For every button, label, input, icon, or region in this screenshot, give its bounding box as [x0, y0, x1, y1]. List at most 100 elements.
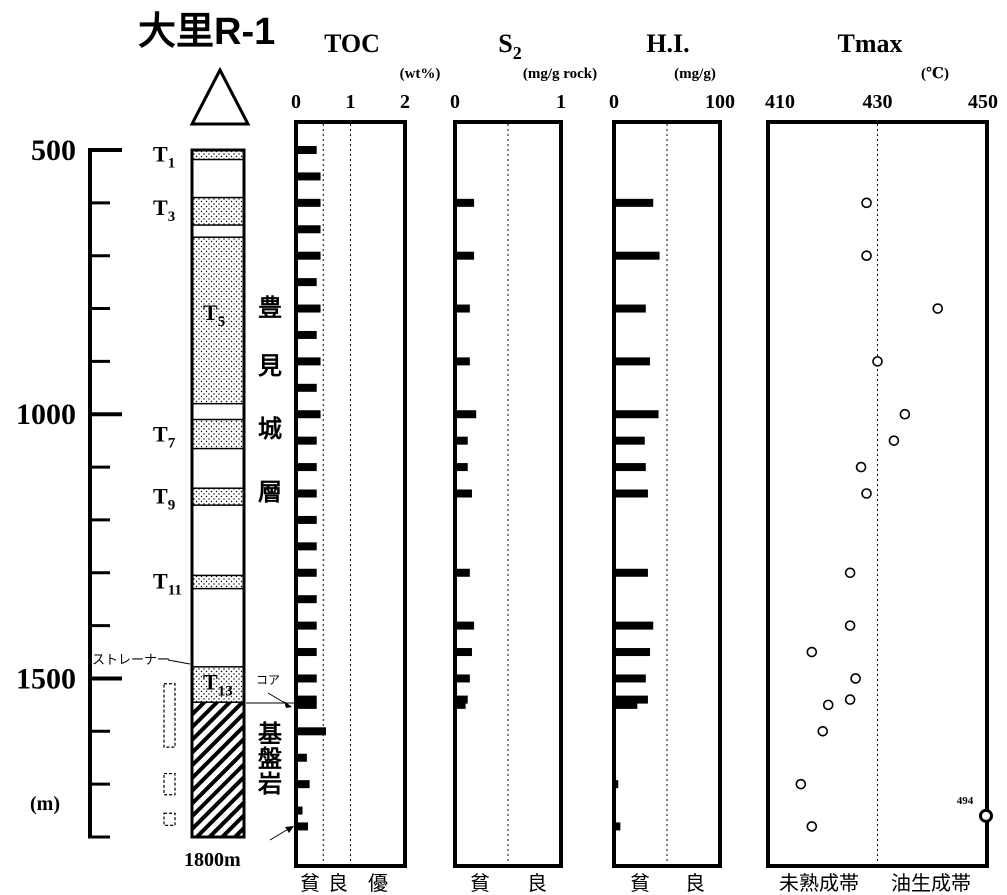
data-bar — [296, 806, 303, 815]
data-bar — [614, 700, 638, 709]
data-bar — [455, 489, 472, 498]
hi-title-text: H.I. — [646, 29, 689, 58]
data-point — [899, 408, 911, 420]
data-point — [872, 356, 883, 367]
tmax-title: Tmax — [838, 29, 903, 58]
panels: TOC(wt%)0 1 2貧良優S2(mg/g rock)0 1貧 良H.I.(mg/g… — [291, 29, 998, 895]
data-bar — [296, 674, 317, 683]
zone-label: 未熟成帯 — [779, 872, 859, 895]
basement-char: 盤 — [258, 745, 283, 773]
core-label: コア — [256, 673, 280, 687]
panel-2: S2(mg/g rock) 0 1 貧 良 — [450, 29, 597, 895]
well-name: 大里R-1 — [138, 11, 275, 53]
tuff-label-letter: T — [153, 568, 168, 593]
data-bar — [296, 410, 321, 419]
data-point — [861, 488, 872, 499]
panel-4: Tmax (℃) 410 430 450 494 未熟成帯 油生成帯 — [765, 29, 998, 895]
formation-char: 豊 — [258, 294, 282, 322]
data-bar — [614, 304, 646, 313]
data-bar — [455, 695, 468, 704]
data-bar — [614, 357, 651, 366]
tmax-title-text: Tmax — [838, 29, 903, 58]
basement-char: 基 — [258, 721, 283, 748]
depth-tick-label: 1500 — [16, 662, 76, 695]
zone-label: 貧 — [630, 872, 650, 895]
formation-char: 見 — [258, 353, 282, 380]
data-bar — [455, 463, 468, 472]
tuff-label: T7 — [153, 421, 176, 451]
tuff-label: T3 — [153, 195, 175, 225]
panel-3: H.I. (mg/g) 0 100 貧 良 — [609, 29, 735, 895]
data-bar — [296, 727, 326, 736]
data-bar — [455, 304, 470, 313]
data-point — [817, 726, 829, 737]
off-scale-point — [979, 808, 993, 823]
axis-tick-label: 1 — [346, 91, 356, 113]
data-point — [806, 646, 818, 658]
data-bar — [296, 695, 317, 704]
tuff-label-letter: T — [203, 670, 218, 695]
tuff-label-letter: T — [153, 484, 168, 509]
strainer-label: ストレーナー — [92, 652, 170, 667]
s2-title: S2 — [498, 29, 521, 63]
axis-tick-label: 1 — [556, 91, 566, 113]
data-bar — [296, 172, 321, 181]
well-symbol-triangle — [189, 66, 251, 126]
tuff-label-letter: T — [153, 195, 168, 220]
axis-tick-label: 100 — [705, 91, 735, 113]
data-point — [888, 435, 900, 446]
toc-title: TOC — [324, 29, 380, 58]
data-bar — [455, 621, 475, 630]
tuff-bed — [191, 418, 245, 450]
tuff-label-letter: T — [153, 421, 168, 446]
off-scale-label: 494 — [957, 795, 974, 807]
data-bar — [296, 225, 321, 234]
tuff-bed — [191, 574, 245, 590]
axis-tick-label: 0 — [450, 91, 460, 113]
data-point — [861, 197, 872, 209]
tuff-label-subscript: 1 — [168, 155, 176, 171]
axis-tick-label: 2 — [400, 91, 410, 113]
tuff-label: T9 — [153, 484, 175, 514]
data-bar — [296, 304, 321, 313]
tuff-label: T13 — [203, 670, 233, 700]
data-bar — [296, 489, 317, 498]
core-bottom-arrowhead — [285, 826, 294, 833]
tuff-label-subscript: 3 — [168, 209, 176, 225]
tuff-label-letter: T — [203, 300, 218, 325]
lithology-column — [189, 66, 251, 839]
data-bar — [614, 463, 646, 472]
data-bar — [296, 515, 317, 524]
s2-title-text: S — [498, 29, 512, 58]
tuff-bed — [191, 666, 245, 703]
data-bar — [296, 822, 308, 831]
data-bar — [614, 780, 619, 789]
tuff-label: T1 — [153, 141, 175, 171]
hi-title: H.I. — [646, 29, 689, 58]
tuff-label-subscript: 7 — [168, 435, 176, 451]
zone-label: 優 — [368, 872, 388, 895]
zone-label: 貧 — [300, 872, 320, 895]
axis-tick-label: 0 — [609, 91, 619, 113]
data-bar — [455, 674, 470, 683]
strainer-interval — [163, 683, 176, 748]
data-point — [850, 673, 861, 684]
core-bottom-arrow — [269, 827, 291, 841]
depth-unit-label: (m) — [30, 793, 60, 815]
data-point — [932, 303, 944, 314]
tuff-label-subscript: 5 — [218, 314, 226, 330]
data-bar — [455, 436, 468, 445]
data-bar — [614, 568, 648, 577]
lithology-frame — [190, 148, 246, 839]
data-bar — [614, 489, 648, 498]
data-bar — [614, 648, 651, 657]
data-point — [861, 250, 872, 261]
tuff-label-letter: T — [153, 141, 168, 166]
panel-1: TOC (wt%) 0 1 2 貧良優 — [291, 29, 440, 895]
data-bar — [296, 568, 317, 577]
data-point — [844, 620, 856, 631]
zone-label: 油生成帯 — [891, 872, 971, 895]
